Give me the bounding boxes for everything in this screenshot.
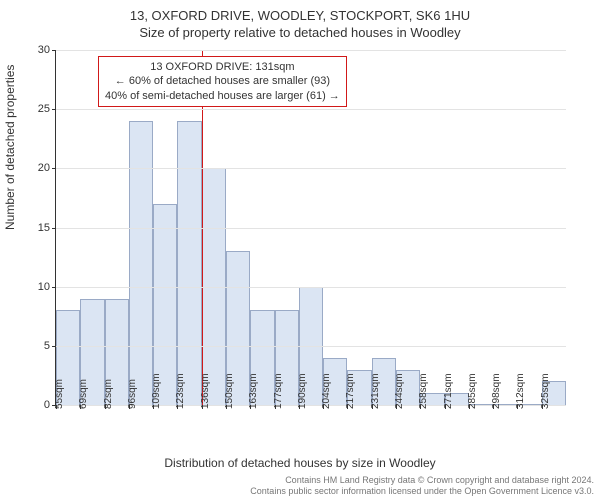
x-tick-label: 325sqm [540,373,551,409]
x-axis-label: Distribution of detached houses by size … [0,456,600,470]
y-tick-mark [52,228,56,229]
y-tick-label: 0 [44,399,50,411]
annotation-box: 13 OXFORD DRIVE: 131sqm← 60% of detached… [98,56,347,107]
x-tick-label: 55sqm [54,379,65,409]
annotation-line: 40% of semi-detached houses are larger (… [105,89,340,103]
x-tick-label: 271sqm [443,373,454,409]
y-tick-mark [52,168,56,169]
gridline [56,228,566,229]
x-tick-label: 136sqm [200,373,211,409]
y-tick-label: 15 [38,222,50,234]
x-tick-label: 82sqm [103,379,114,409]
x-tick-label: 204sqm [321,373,332,409]
x-tick-label: 231sqm [370,373,381,409]
x-tick-label: 285sqm [467,373,478,409]
y-tick-mark [52,50,56,51]
x-tick-label: 69sqm [78,379,89,409]
x-tick-label: 177sqm [273,373,284,409]
x-tick-label: 312sqm [515,373,526,409]
histogram-bar [129,121,153,405]
chart-title-main: 13, OXFORD DRIVE, WOODLEY, STOCKPORT, SK… [0,0,600,23]
x-tick-label: 109sqm [151,373,162,409]
y-tick-label: 30 [38,44,50,56]
x-tick-label: 258sqm [418,373,429,409]
chart-plot-area: 13 OXFORD DRIVE: 131sqm← 60% of detached… [55,50,565,405]
footer-line-2: Contains public sector information licen… [250,486,594,497]
footer-line-1: Contains HM Land Registry data © Crown c… [250,475,594,486]
y-tick-label: 5 [44,340,50,352]
x-tick-label: 163sqm [248,373,259,409]
gridline [56,346,566,347]
gridline [56,109,566,110]
x-tick-label: 190sqm [297,373,308,409]
gridline [56,50,566,51]
x-tick-label: 96sqm [127,379,138,409]
x-tick-label: 244sqm [394,373,405,409]
histogram-bar [177,121,201,405]
x-tick-label: 217sqm [345,373,356,409]
x-tick-label: 150sqm [224,373,235,409]
annotation-line: ← 60% of detached houses are smaller (93… [105,74,340,88]
chart-title-sub: Size of property relative to detached ho… [0,23,600,40]
y-axis-label: Number of detached properties [3,65,17,230]
x-tick-label: 298sqm [491,373,502,409]
y-tick-label: 10 [38,281,50,293]
y-tick-mark [52,109,56,110]
footer-attribution: Contains HM Land Registry data © Crown c… [250,475,594,498]
annotation-line: 13 OXFORD DRIVE: 131sqm [105,60,340,74]
x-tick-label: 123sqm [175,373,186,409]
gridline [56,168,566,169]
y-tick-label: 25 [38,103,50,115]
gridline [56,287,566,288]
y-tick-mark [52,287,56,288]
y-tick-label: 20 [38,162,50,174]
y-tick-mark [52,346,56,347]
